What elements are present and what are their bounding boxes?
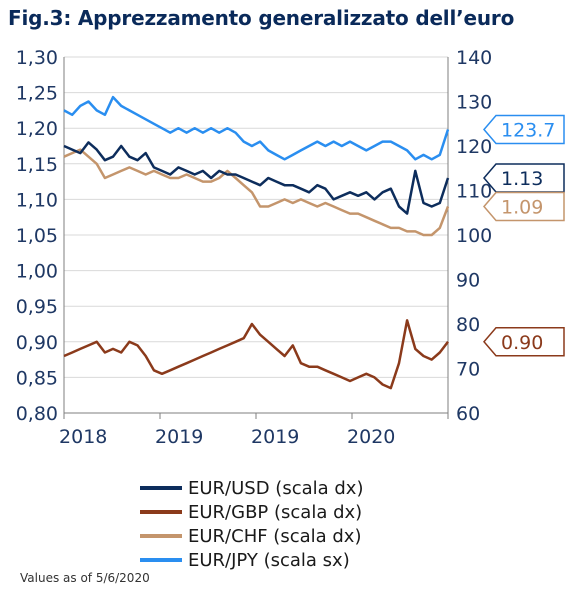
- x-tick-label: 2019: [155, 426, 203, 448]
- right-tick-label: 140: [456, 47, 492, 69]
- chart-legend: EUR/USD (scala dx) EUR/GBP (scala dx) EU…: [140, 476, 363, 572]
- eur-usd-last-value-label: 1.13: [501, 168, 543, 190]
- left-tick-label: 1,10: [16, 189, 58, 211]
- eur-jpy-line: [63, 95, 450, 161]
- right-tick-label: 70: [456, 359, 480, 381]
- x-tick-label: 2020: [347, 426, 395, 448]
- left-tick-label: 0,95: [16, 296, 58, 318]
- right-tick-label: 120: [456, 136, 492, 158]
- left-tick-label: 1,30: [16, 47, 58, 69]
- eur-gbp-last-value-tag: [483, 327, 565, 357]
- legend-item-chf: EUR/CHF (scala dx): [140, 524, 363, 548]
- legend-swatch-jpy: [140, 558, 182, 562]
- left-tick-label: 1,25: [16, 83, 58, 105]
- left-tick-label: 0,90: [16, 332, 58, 354]
- right-tick-label: 100: [456, 225, 492, 247]
- x-tick-label: 2018: [59, 426, 107, 448]
- left-tick-label: 0,80: [16, 403, 58, 425]
- legend-item-jpy: EUR/JPY (scala sx): [140, 548, 363, 572]
- right-tick-label: 90: [456, 270, 480, 292]
- footnote: Values as of 5/6/2020: [20, 571, 150, 585]
- eur-gbp-last-value-label: 0.90: [501, 332, 543, 354]
- legend-swatch-chf: [140, 534, 182, 538]
- legend-swatch-usd: [140, 486, 182, 490]
- left-tick-label: 1,05: [16, 225, 58, 247]
- fx-line-chart: 1,30 1,25 1,20 1,15 1,10 1,05 1,00 0,95 0,90 0,85…: [16, 47, 565, 448]
- left-tick-label: 1,00: [16, 261, 58, 283]
- eur-usd-last-value-tag: [483, 163, 565, 193]
- legend-item-usd: EUR/USD (scala dx): [140, 476, 363, 500]
- chart-title: Fig.3: Apprezzamento generalizzato dell’…: [8, 6, 515, 30]
- right-tick-label: 60: [456, 403, 480, 425]
- left-tick-label: 0,85: [16, 367, 58, 389]
- eur-chf-last-value-label: 1.09: [501, 197, 543, 219]
- legend-label-usd: EUR/USD (scala dx): [188, 477, 364, 499]
- left-tick-label: 1,15: [16, 154, 58, 176]
- eur-jpy-last-value-label: 123.7: [501, 120, 555, 142]
- left-tick-label: 1,20: [16, 118, 58, 140]
- eur-chf-line: [63, 148, 450, 237]
- legend-label-chf: EUR/CHF (scala dx): [188, 525, 362, 547]
- legend-label-jpy: EUR/JPY (scala sx): [188, 549, 350, 571]
- eur-chf-last-value-tag: [483, 191, 565, 222]
- right-tick-label: 80: [456, 314, 480, 336]
- eur-jpy-last-value-tag: [483, 114, 565, 145]
- legend-item-gbp: EUR/GBP (scala dx): [140, 500, 363, 524]
- x-tick-label: 2019: [251, 426, 299, 448]
- eur-gbp-line: [63, 319, 449, 390]
- legend-label-gbp: EUR/GBP (scala dx): [188, 501, 363, 523]
- legend-swatch-gbp: [140, 510, 182, 514]
- eur-usd-line: [63, 141, 450, 215]
- right-tick-label: 130: [456, 92, 492, 114]
- right-tick-label: 110: [456, 181, 492, 203]
